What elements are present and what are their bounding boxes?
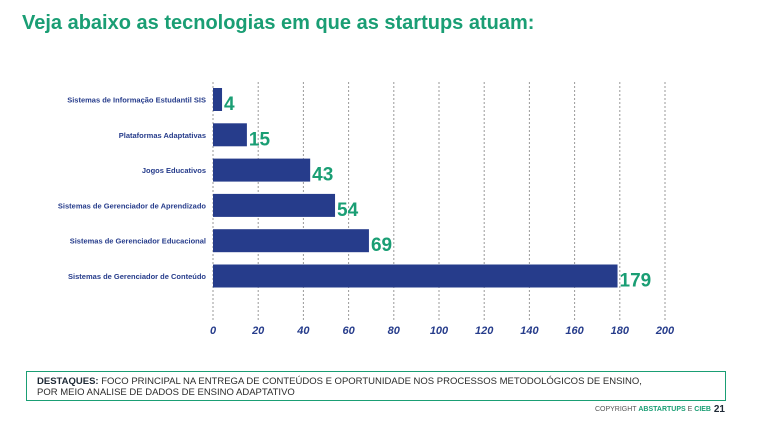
value-label: 15 (249, 129, 271, 150)
x-tick-label: 0 (210, 325, 217, 337)
brand-cieb: CIEB (694, 406, 711, 413)
category-label: Sistemas de Informação Estudantil SIS (67, 96, 206, 105)
x-tick-label: 60 (342, 325, 355, 337)
highlights-label: DESTAQUES: (37, 376, 99, 387)
value-label: 43 (312, 165, 333, 186)
value-label: 69 (371, 235, 392, 256)
x-tick-label: 80 (388, 325, 401, 337)
highlights-text-line1: FOCO PRINCIPAL NA ENTREGA DE CONTEÚDOS E… (101, 376, 642, 387)
highlights-box: DESTAQUES: FOCO PRINCIPAL NA ENTREGA DE … (26, 371, 726, 401)
bar (213, 229, 369, 253)
value-label: 4 (224, 94, 235, 115)
x-tick-label: 100 (430, 325, 449, 337)
brand-abstartups: ABSTARTUPS (638, 406, 686, 413)
page-number: 21 (713, 404, 725, 415)
x-tick-label: 140 (520, 325, 539, 337)
bar (213, 158, 311, 182)
bar (213, 264, 618, 288)
highlights-text-line2: POR MEIO ANALISE DE DADOS DE ENSINO ADAP… (37, 387, 295, 398)
value-label: 54 (337, 200, 359, 221)
category-label: Sistemas de Gerenciador de Conteúdo (68, 272, 206, 281)
x-tick-label: 40 (296, 325, 310, 337)
copyright-prefix: COPYRIGHT (594, 406, 639, 413)
copyright-footer: COPYRIGHT ABSTARTUPS E CIEB (595, 406, 711, 413)
bar (213, 88, 223, 111)
category-label: Jogos Educativos (142, 166, 206, 175)
bar-chart: 0 20 40 60 80 100 120 140 160 180 200 Sistemas de I… (58, 82, 675, 337)
x-tick-label: 120 (475, 325, 494, 337)
bar (213, 193, 336, 217)
x-tick-label: 20 (251, 325, 265, 337)
x-tick-label: 180 (611, 325, 630, 337)
bar (213, 123, 247, 147)
category-label: Sistemas de Gerenciador Educacional (70, 237, 206, 246)
copyright-mid: E (685, 406, 695, 413)
page-title: Veja abaixo as tecnologias em que as sta… (22, 12, 535, 34)
category-label: Sistemas de Gerenciador de Aprendizado (58, 201, 207, 210)
x-tick-label: 160 (565, 325, 584, 337)
value-label: 179 (620, 271, 652, 292)
x-tick-label: 200 (655, 325, 675, 337)
category-label: Plataformas Adaptativas (119, 131, 206, 140)
